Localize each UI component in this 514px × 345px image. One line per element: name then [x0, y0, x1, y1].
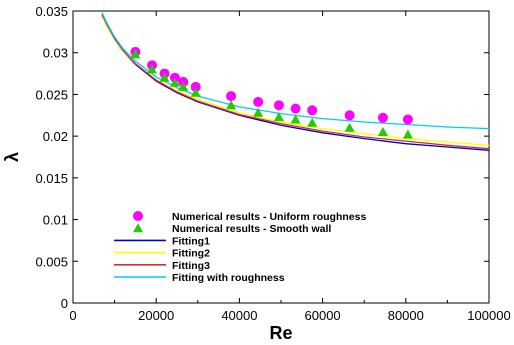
uniform-roughness-point [377, 112, 388, 123]
smooth-wall-point [344, 122, 355, 132]
smooth-wall-point [253, 107, 264, 117]
legend-label: Fitting2 [172, 248, 210, 260]
uniform-roughness-point [344, 110, 355, 121]
smooth-wall-point [377, 126, 388, 136]
x-tick-label: 0 [69, 308, 76, 323]
smooth-wall-point [130, 49, 141, 59]
smooth-wall-point [190, 87, 201, 97]
x-tick-label: 80000 [388, 308, 424, 323]
legend-label: Fitting3 [172, 260, 210, 272]
y-tick-label: 0.005 [35, 254, 68, 269]
smooth-wall-point [169, 77, 180, 87]
y-tick-label: 0.01 [43, 213, 68, 228]
y-axis-title: λ [2, 152, 22, 162]
smooth-wall-point [178, 81, 189, 91]
x-tick-label: 60000 [305, 308, 341, 323]
tick-labels: 0 20000 40000 60000 80000 100000 0 0.005 0.01 0.0… [35, 4, 510, 323]
y-tick-label: 0.015 [35, 171, 68, 186]
smooth-wall-point [273, 111, 284, 121]
legend-triangle-swatch [133, 223, 143, 233]
uniform-roughness-point [169, 72, 180, 83]
smooth-wall-point [307, 117, 318, 127]
uniform-roughness-point [190, 81, 201, 92]
uniform-roughness-point [273, 100, 284, 111]
y-tick-label: 0.03 [43, 46, 68, 61]
legend-label: Numerical results - Smooth wall [172, 223, 331, 235]
smooth-wall-point [147, 64, 158, 74]
smooth-wall-point [159, 72, 170, 82]
y-tick-label: 0.02 [43, 129, 68, 144]
smooth-wall-point [402, 129, 413, 139]
uniform-roughness-point [178, 76, 189, 87]
smooth-wall-point [290, 114, 301, 124]
y-tick-label: 0 [61, 296, 68, 311]
uniform-roughness-point [253, 96, 264, 107]
legend-label: Fitting1 [172, 235, 210, 247]
legend-label: Fitting with roughness [172, 272, 285, 284]
legend-circle-swatch [133, 211, 143, 221]
axis-ticks [72, 10, 490, 304]
y-tick-label: 0.025 [35, 87, 68, 102]
x-tick-label: 100000 [467, 308, 510, 323]
data-points [130, 46, 413, 139]
y-tick-label: 0.035 [35, 4, 68, 19]
uniform-roughness-point [226, 91, 237, 102]
x-tick-label: 40000 [221, 308, 257, 323]
x-axis-title: Re [269, 323, 292, 343]
uniform-roughness-point [402, 114, 413, 125]
legend-label: Numerical results - Uniform roughness [172, 211, 366, 223]
uniform-roughness-point [307, 105, 318, 116]
legend: Numerical results - Uniform roughnessNum… [114, 211, 366, 284]
smooth-wall-point [226, 100, 237, 110]
x-tick-label: 20000 [138, 308, 174, 323]
series-line-fitting3 [101, 14, 489, 150]
uniform-roughness-point [290, 103, 301, 114]
